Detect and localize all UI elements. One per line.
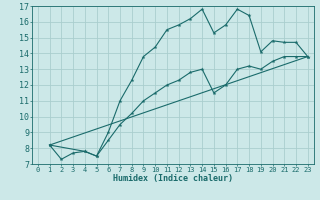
X-axis label: Humidex (Indice chaleur): Humidex (Indice chaleur) [113,174,233,183]
